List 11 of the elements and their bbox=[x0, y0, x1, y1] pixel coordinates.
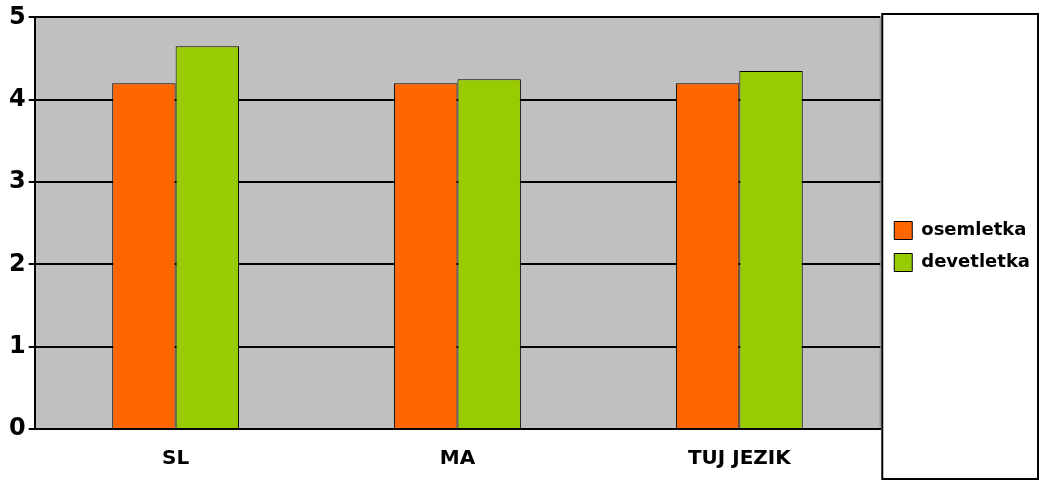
legend-label: devetletka bbox=[921, 250, 1031, 272]
y-tick-label: 5 bbox=[9, 1, 26, 30]
x-tick-label: TUJ JEZIK bbox=[687, 445, 793, 470]
y-tick-label: 3 bbox=[9, 166, 26, 195]
y-tick-label: 4 bbox=[9, 83, 26, 112]
y-tick-label: 1 bbox=[9, 330, 26, 359]
x-tick-label: SL bbox=[162, 445, 190, 470]
x-tick-label: MA bbox=[439, 445, 476, 470]
y-tick-label: 2 bbox=[9, 248, 26, 277]
y-tick-label: 0 bbox=[9, 413, 26, 442]
legend-label: osemletka bbox=[921, 218, 1027, 240]
